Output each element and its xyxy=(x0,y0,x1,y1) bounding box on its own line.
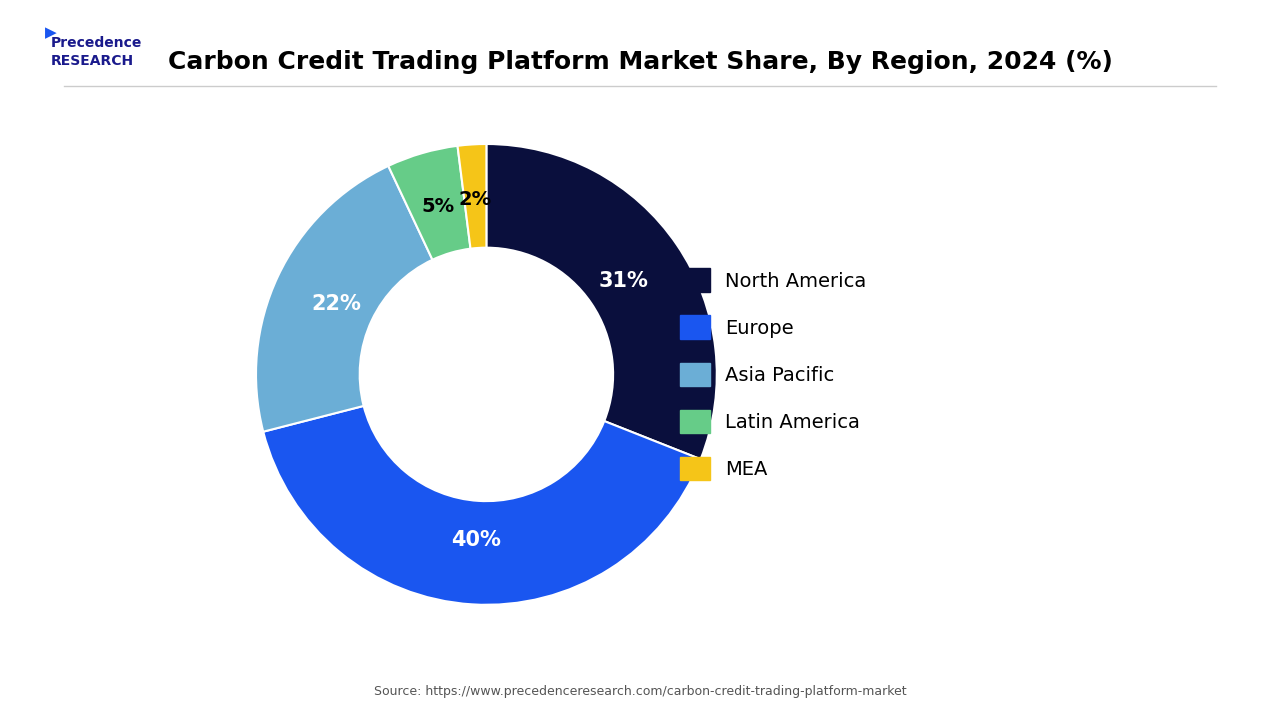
Text: ▶: ▶ xyxy=(45,25,56,40)
Text: Source: https://www.precedenceresearch.com/carbon-credit-trading-platform-market: Source: https://www.precedenceresearch.c… xyxy=(374,685,906,698)
Wedge shape xyxy=(264,406,700,605)
Wedge shape xyxy=(388,146,471,260)
Text: 2%: 2% xyxy=(458,190,492,209)
Text: Carbon Credit Trading Platform Market Share, By Region, 2024 (%): Carbon Credit Trading Platform Market Sh… xyxy=(168,50,1112,74)
Wedge shape xyxy=(457,144,486,248)
Text: 40%: 40% xyxy=(451,530,500,550)
Text: 5%: 5% xyxy=(421,197,454,216)
Legend: North America, Europe, Asia Pacific, Latin America, MEA: North America, Europe, Asia Pacific, Lat… xyxy=(681,269,867,480)
Text: 22%: 22% xyxy=(311,294,361,314)
Wedge shape xyxy=(486,144,717,459)
Text: 31%: 31% xyxy=(599,271,649,291)
Wedge shape xyxy=(256,166,433,432)
Text: Precedence
RESEARCH: Precedence RESEARCH xyxy=(51,36,142,68)
